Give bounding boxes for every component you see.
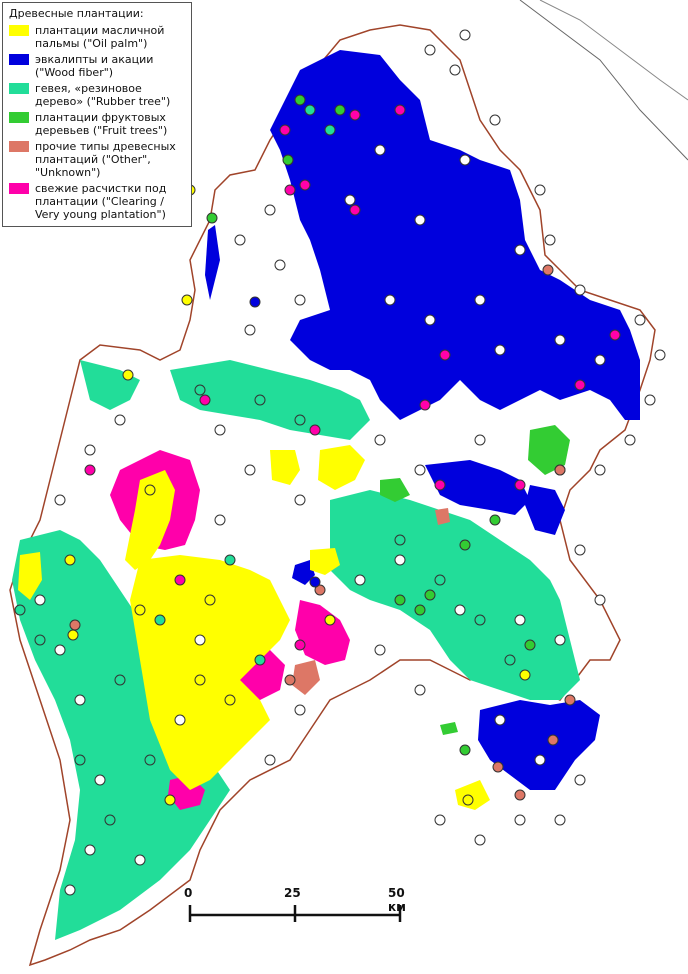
legend-label-fruit-trees: плантации фруктовых деревьев ("Fruit tre… [35, 111, 168, 137]
rubber-tree-areas [12, 360, 580, 940]
legend-label-other: прочие типы древесных плантаций ("Other"… [35, 140, 176, 179]
legend-swatch-rubber-tree [9, 83, 29, 94]
legend-item-rubber-tree: гевея, «резиновое дерево» ("Rubber tree"… [9, 82, 187, 108]
northern-coastline [519, 0, 688, 161]
legend-swatch-fruit-trees [9, 112, 29, 123]
legend-item-fruit-trees: плантации фруктовых деревьев ("Fruit tre… [9, 111, 187, 137]
scale-tick-25: 25 [284, 886, 301, 900]
legend-swatch-oil-palm [9, 25, 29, 36]
legend-swatch-clearing [9, 183, 29, 194]
legend-label-clearing: свежие расчистки под плантации ("Clearin… [35, 182, 167, 221]
legend-item-clearing: свежие расчистки под плантации ("Clearin… [9, 182, 187, 221]
other-plantation-areas [292, 508, 450, 695]
legend-item-wood-fiber: эвкалипты и акации ("Wood fiber") [9, 53, 187, 79]
scale-tick-50: 50 км [388, 886, 406, 914]
scale-tick-0: 0 [184, 886, 193, 900]
legend-swatch-other [9, 141, 29, 152]
wood-fiber-areas [205, 50, 640, 790]
sample-markers [14, 29, 666, 896]
fruit-tree-areas [380, 425, 570, 735]
legend-label-rubber-tree: гевея, «резиновое дерево» ("Rubber tree"… [35, 82, 171, 108]
legend: Древесные плантации: плантации масличной… [2, 2, 192, 227]
oil-palm-areas [18, 445, 490, 810]
northern-coastline [539, 0, 688, 101]
legend-item-other: прочие типы древесных плантаций ("Other"… [9, 140, 187, 179]
legend-label-oil-palm: плантации масличной пальмы ("Oil palm") [35, 24, 165, 50]
scale-bar [188, 905, 402, 922]
legend-swatch-wood-fiber [9, 54, 29, 65]
legend-title: Древесные плантации: [9, 7, 144, 20]
legend-label-wood-fiber: эвкалипты и акации ("Wood fiber") [35, 53, 154, 79]
legend-item-oil-palm: плантации масличной пальмы ("Oil palm") [9, 24, 187, 50]
